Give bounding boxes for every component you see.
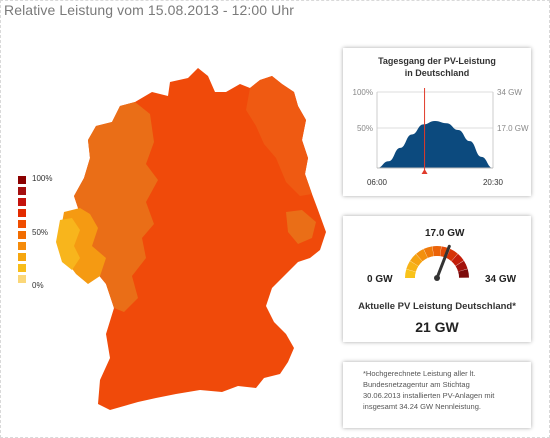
y-right-tick-mid: 17.0 GW bbox=[497, 124, 529, 133]
gauge-segment bbox=[405, 269, 416, 278]
footnote-line-3: 30.06.2013 installierten PV-Anlagen mit bbox=[363, 391, 495, 400]
map-region-east-edge bbox=[286, 210, 316, 244]
current-time-marker-arrow bbox=[421, 169, 428, 174]
y-left-tick-100: 100% bbox=[353, 88, 373, 97]
gauge-inner bbox=[415, 256, 459, 278]
gauge-caption: Aktuelle PV Leistung Deutschland* bbox=[358, 301, 516, 312]
gauge-min-label: 0 GW bbox=[367, 274, 393, 285]
power-gauge bbox=[405, 244, 469, 281]
legend-label-bottom: 0% bbox=[32, 281, 44, 290]
legend-swatch bbox=[18, 187, 26, 195]
gauge-segment bbox=[451, 253, 464, 266]
gauge-top-label: 17.0 GW bbox=[425, 228, 465, 239]
gauge-segment bbox=[406, 260, 419, 272]
chart-title-line1: Tagesgang der PV-Leistung bbox=[378, 56, 496, 66]
map-region-lowest bbox=[56, 218, 80, 270]
legend-swatch bbox=[18, 242, 26, 250]
y-right-tick-max: 34 GW bbox=[497, 88, 522, 97]
legend-swatch bbox=[18, 264, 26, 272]
legend-swatch bbox=[18, 275, 26, 283]
map-region-east bbox=[246, 76, 312, 196]
germany-map bbox=[50, 62, 350, 432]
pv-area-series bbox=[377, 121, 493, 168]
footnote-line-4: insgesamt 34.24 GW Nennleistung. bbox=[363, 402, 481, 411]
legend-label-mid: 50% bbox=[32, 228, 49, 237]
gauge-segment bbox=[432, 246, 442, 257]
gauge-segment bbox=[416, 249, 428, 262]
daily-curve-panel: Tagesgang der PV-Leistung in Deutschland… bbox=[343, 48, 531, 196]
gauge-segment bbox=[410, 254, 423, 267]
page-title: Relative Leistung vom 15.08.2013 - 12:00… bbox=[4, 2, 295, 18]
x-start-label: 06:00 bbox=[367, 178, 388, 187]
gauge-needle bbox=[435, 244, 451, 280]
footnote-line-2: Bundesnetzagentur am Stichtag bbox=[363, 380, 470, 389]
legend-swatch bbox=[18, 176, 26, 184]
daily-curve-chart: 100% 50% 34 GW 17.0 GW 06:00 20:30 bbox=[353, 88, 529, 187]
footnote-text: *Hochgerechnete Leistung aller lt. Bunde… bbox=[363, 368, 528, 412]
x-end-label: 20:30 bbox=[483, 178, 504, 187]
gauge-scale bbox=[405, 246, 469, 278]
legend-swatch bbox=[18, 231, 26, 239]
gauge-max-label: 34 GW bbox=[485, 274, 517, 285]
gauge-value: 21 GW bbox=[415, 319, 459, 335]
legend-label-top: 100% bbox=[32, 174, 53, 183]
footnote-line-1: *Hochgerechnete Leistung aller lt. bbox=[363, 369, 476, 378]
footnote-panel: *Hochgerechnete Leistung aller lt. Bunde… bbox=[343, 362, 531, 428]
gauge-panel: 17.0 GW 0 GW 34 GW Aktuelle PV Leistung … bbox=[343, 216, 531, 342]
y-left-tick-50: 50% bbox=[357, 124, 373, 133]
legend-swatch bbox=[18, 209, 26, 217]
gauge-segment bbox=[458, 268, 469, 278]
gauge-hub bbox=[434, 275, 440, 281]
chart-title: Tagesgang der PV-Leistung in Deutschland bbox=[343, 55, 531, 79]
legend-swatch bbox=[18, 198, 26, 206]
legend-swatch bbox=[18, 220, 26, 228]
legend-swatch bbox=[18, 253, 26, 261]
gauge-segment bbox=[446, 248, 458, 262]
gauge-segment bbox=[423, 246, 434, 258]
chart-title-line2: in Deutschland bbox=[404, 68, 470, 78]
gauge-segment bbox=[455, 260, 468, 272]
